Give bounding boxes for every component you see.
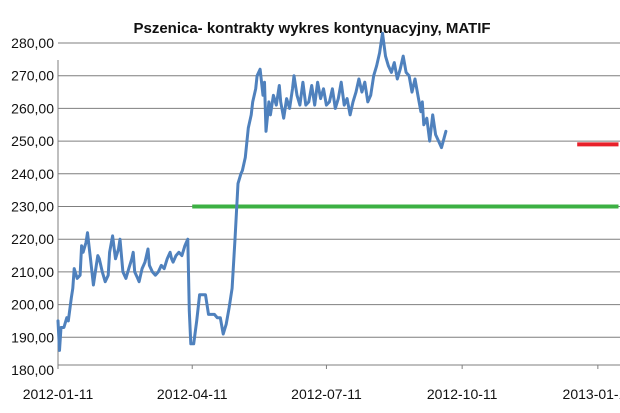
x-tick-label: 2012-01-11 — [23, 386, 94, 402]
x-tick-label: 2013-01-11 — [563, 386, 620, 402]
reference-lines — [192, 142, 619, 209]
x-tick-labels: 2012-01-11 2012-04-11 2012-07-11 2012-10-11… — [23, 365, 620, 402]
y-tick-labels: 180,00 190,00 200,00 210,00 220,00 230,00 240,… — [11, 35, 54, 378]
series-layer — [56, 31, 448, 352]
chart-title: Pszenica- kontrakty wykres kontynuacyjny… — [133, 20, 490, 37]
y-tick-label: 220,00 — [11, 231, 54, 247]
y-tick-label: 190,00 — [11, 329, 54, 345]
y-tick-label: 240,00 — [11, 166, 54, 182]
x-tick-label: 2012-04-11 — [157, 386, 228, 402]
x-tick-label: 2012-10-11 — [427, 386, 498, 402]
y-tick-label: 250,00 — [11, 133, 54, 149]
y-tick-label: 260,00 — [11, 100, 54, 116]
y-tick-label: 280,00 — [11, 35, 54, 51]
series-line-0 — [56, 31, 448, 352]
y-tick-label: 230,00 — [11, 199, 54, 215]
x-tick-label: 2012-07-11 — [291, 386, 362, 402]
axes — [57, 60, 620, 366]
y-tick-label: 180,00 — [11, 362, 54, 378]
y-tick-label: 200,00 — [11, 297, 54, 313]
y-tick-label: 210,00 — [11, 264, 54, 280]
y-tick-label: 270,00 — [11, 68, 54, 84]
